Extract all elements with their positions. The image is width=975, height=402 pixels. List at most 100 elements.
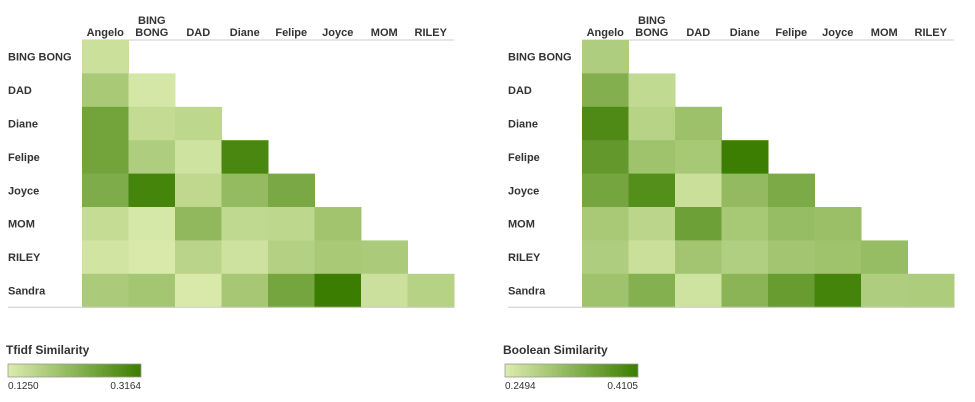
- heatmap-cell: [82, 207, 129, 241]
- heatmap-cell: [314, 207, 362, 241]
- row-label-felipe: Felipe: [508, 152, 540, 164]
- legend-title: Boolean Similarity: [503, 343, 608, 357]
- heatmap-cell: [675, 240, 722, 275]
- heatmap-cell: [675, 106, 722, 141]
- heatmap-cell: [128, 207, 176, 241]
- heatmap-cell: [175, 240, 222, 275]
- heatmap-cell: [861, 273, 908, 308]
- row-label-joyce: Joyce: [8, 185, 39, 197]
- heatmap-cell: [628, 173, 676, 208]
- heatmap-cell: [82, 40, 129, 74]
- column-header-dad: DAD: [686, 27, 710, 39]
- heatmap-cell: [582, 173, 629, 208]
- heatmap-cell: [128, 106, 176, 141]
- row-label-dad: DAD: [508, 85, 532, 97]
- legend-color-bar: [504, 363, 639, 378]
- heatmap-cell: [675, 273, 722, 308]
- heatmap-cell: [721, 140, 769, 175]
- heatmap-cell: [582, 140, 629, 175]
- heatmap-cell: [221, 273, 269, 308]
- heatmap-cell: [268, 207, 315, 241]
- heatmap-cell: [582, 73, 629, 108]
- heatmap-cell: [175, 106, 222, 141]
- heatmap-cell: [721, 207, 769, 241]
- heatmap-cell: [175, 273, 222, 308]
- heatmap-cell: [82, 173, 129, 208]
- heatmap-cell: [582, 106, 629, 141]
- column-header-bing-bong: BING BONG: [135, 15, 168, 39]
- legend-min-label: 0.2494: [505, 381, 536, 392]
- heatmap-cell: [268, 173, 315, 208]
- heatmap-cell: [628, 207, 676, 241]
- heatmap-cell: [175, 207, 222, 241]
- heatmap-cell: [82, 73, 129, 108]
- column-header-joyce: Joyce: [322, 27, 353, 39]
- heatmap-cell: [582, 273, 629, 308]
- heatmap-cell: [582, 40, 629, 74]
- heatmap-cell: [721, 273, 769, 308]
- heatmap-cell: [907, 273, 955, 308]
- column-header-mom: MOM: [871, 27, 898, 39]
- heatmap-cell: [768, 207, 815, 241]
- row-label-bing-bong: BING BONG: [508, 52, 572, 64]
- heatmap-2: Angelo BING BONG DAD Diane Felipe Joyce MOM RILE…: [503, 15, 955, 392]
- heatmap-1: Angelo BING BONG DAD Diane Felipe Joyce MOM RILE…: [6, 15, 455, 392]
- column-header-mom: MOM: [371, 27, 398, 39]
- row-label-diane: Diane: [508, 119, 538, 131]
- column-header-diane: Diane: [230, 27, 260, 39]
- column-header-joyce: Joyce: [822, 27, 853, 39]
- heatmap-cell: [628, 240, 676, 275]
- heatmap-cell: [814, 207, 862, 241]
- row-label-joyce: Joyce: [508, 185, 539, 197]
- heatmap-cell: [82, 140, 129, 175]
- heatmap-cell: [175, 140, 222, 175]
- heatmap-cell: [221, 207, 269, 241]
- column-header-angelo: Angelo: [87, 27, 125, 39]
- heatmap-cell: [82, 106, 129, 141]
- heatmap-cell: [221, 140, 269, 175]
- row-label-sandra: Sandra: [508, 286, 546, 298]
- heatmap-cell: [361, 240, 408, 275]
- heatmap-cell: [861, 240, 908, 275]
- row-label-sandra: Sandra: [8, 286, 46, 298]
- heatmap-cell: [407, 273, 455, 308]
- heatmap-cell: [814, 240, 862, 275]
- column-header-riley: RILEY: [415, 27, 448, 39]
- row-label-riley: RILEY: [508, 252, 541, 264]
- column-header-dad: DAD: [186, 27, 210, 39]
- heatmap-cell: [314, 240, 362, 275]
- legend-min-label: 0.1250: [8, 381, 39, 392]
- row-label-dad: DAD: [8, 85, 32, 97]
- heatmap-cell: [628, 73, 676, 108]
- heatmap-cell: [768, 240, 815, 275]
- heatmap-cell: [361, 273, 408, 308]
- heatmap-cell: [314, 273, 362, 308]
- column-header-felipe: Felipe: [275, 27, 307, 39]
- heatmap-cell: [628, 106, 676, 141]
- legend-max-label: 0.4105: [607, 381, 638, 392]
- row-label-bing-bong: BING BONG: [8, 52, 72, 64]
- heatmap-cell: [82, 273, 129, 308]
- heatmap-cell: [82, 240, 129, 275]
- heatmap-cell: [128, 140, 176, 175]
- column-header-bing-bong: BING BONG: [635, 15, 668, 39]
- heatmap-cell: [175, 173, 222, 208]
- heatmap-cell: [582, 207, 629, 241]
- heatmap-cell: [628, 273, 676, 308]
- row-label-mom: MOM: [8, 219, 35, 231]
- heatmap-cell: [675, 173, 722, 208]
- column-header-riley: RILEY: [915, 27, 948, 39]
- heatmap-cell: [721, 173, 769, 208]
- heatmap-cell: [128, 273, 176, 308]
- legend-color-bar: [7, 363, 142, 378]
- heatmap-cell: [721, 240, 769, 275]
- heatmap-cell: [221, 173, 269, 208]
- column-header-diane: Diane: [730, 27, 760, 39]
- heatmap-cell: [268, 240, 315, 275]
- heatmap-cell: [675, 140, 722, 175]
- heatmap-cell: [582, 240, 629, 275]
- row-label-mom: MOM: [508, 219, 535, 231]
- heatmap-cell: [814, 273, 862, 308]
- column-header-angelo: Angelo: [587, 27, 625, 39]
